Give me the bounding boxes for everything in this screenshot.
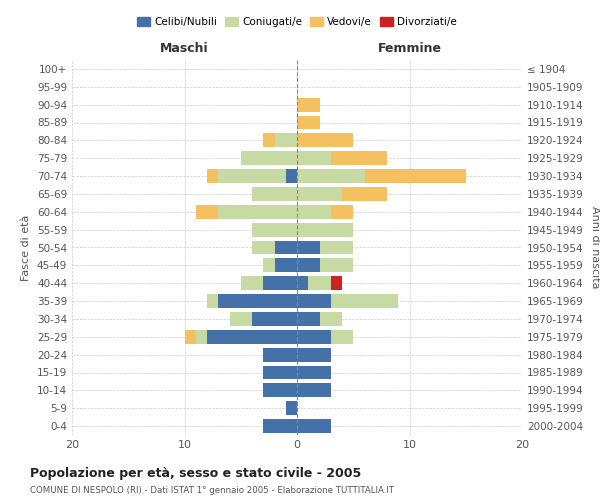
- Bar: [297, 348, 331, 362]
- Bar: [263, 348, 297, 362]
- Bar: [297, 258, 320, 272]
- Bar: [297, 134, 353, 147]
- Text: Popolazione per età, sesso e stato civile - 2005: Popolazione per età, sesso e stato civil…: [30, 468, 361, 480]
- Bar: [308, 276, 331, 290]
- Bar: [297, 187, 342, 201]
- Bar: [207, 169, 218, 183]
- Bar: [297, 240, 320, 254]
- Bar: [263, 419, 297, 433]
- Bar: [297, 169, 365, 183]
- Bar: [241, 276, 263, 290]
- Bar: [297, 330, 331, 344]
- Bar: [331, 276, 342, 290]
- Bar: [207, 330, 297, 344]
- Bar: [275, 258, 297, 272]
- Y-axis label: Fasce di età: Fasce di età: [22, 214, 31, 280]
- Bar: [252, 312, 297, 326]
- Text: Femmine: Femmine: [377, 42, 442, 54]
- Bar: [286, 401, 297, 415]
- Bar: [252, 187, 297, 201]
- Bar: [263, 258, 275, 272]
- Bar: [297, 384, 331, 398]
- Bar: [331, 205, 353, 219]
- Bar: [365, 169, 466, 183]
- Bar: [275, 240, 297, 254]
- Bar: [196, 330, 207, 344]
- Bar: [331, 151, 387, 165]
- Bar: [297, 116, 320, 130]
- Bar: [263, 276, 297, 290]
- Bar: [320, 240, 353, 254]
- Bar: [275, 134, 297, 147]
- Bar: [297, 222, 353, 236]
- Bar: [229, 312, 252, 326]
- Bar: [320, 258, 353, 272]
- Bar: [297, 276, 308, 290]
- Text: COMUNE DI NESPOLO (RI) - Dati ISTAT 1° gennaio 2005 - Elaborazione TUTTITALIA.IT: COMUNE DI NESPOLO (RI) - Dati ISTAT 1° g…: [30, 486, 394, 495]
- Bar: [320, 312, 342, 326]
- Bar: [297, 312, 320, 326]
- Bar: [263, 384, 297, 398]
- Bar: [297, 419, 331, 433]
- Bar: [297, 366, 331, 380]
- Bar: [297, 205, 331, 219]
- Y-axis label: Anni di nascita: Anni di nascita: [590, 206, 600, 289]
- Bar: [196, 205, 218, 219]
- Bar: [218, 294, 297, 308]
- Bar: [185, 330, 196, 344]
- Bar: [218, 169, 286, 183]
- Bar: [263, 134, 275, 147]
- Bar: [297, 98, 320, 112]
- Bar: [252, 240, 275, 254]
- Bar: [286, 169, 297, 183]
- Bar: [297, 151, 331, 165]
- Bar: [252, 222, 297, 236]
- Legend: Celibi/Nubili, Coniugati/e, Vedovi/e, Divorziati/e: Celibi/Nubili, Coniugati/e, Vedovi/e, Di…: [133, 12, 461, 32]
- Bar: [207, 294, 218, 308]
- Bar: [218, 205, 297, 219]
- Bar: [297, 294, 331, 308]
- Bar: [263, 366, 297, 380]
- Bar: [331, 330, 353, 344]
- Text: Maschi: Maschi: [160, 42, 209, 54]
- Bar: [241, 151, 297, 165]
- Bar: [342, 187, 387, 201]
- Bar: [331, 294, 398, 308]
